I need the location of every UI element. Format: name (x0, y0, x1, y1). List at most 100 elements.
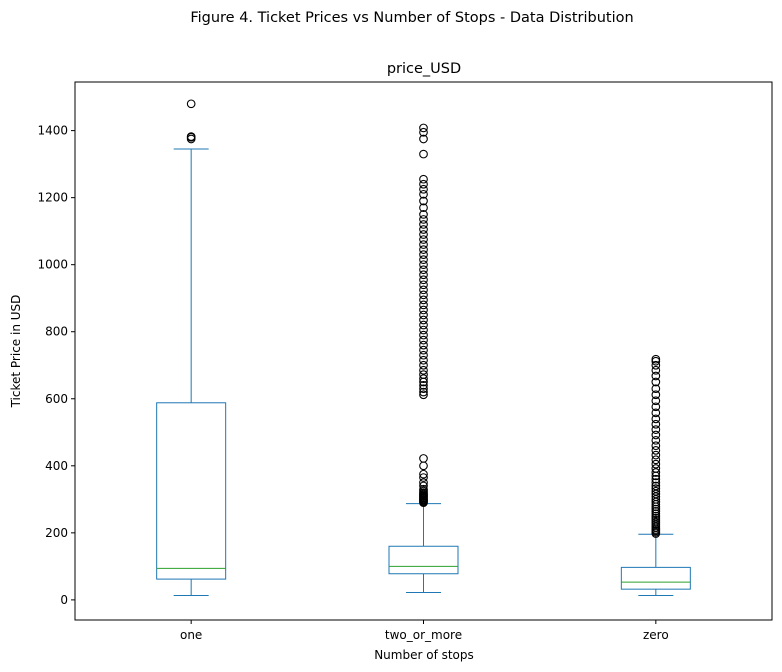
y-tick-label: 1000 (37, 258, 68, 272)
outlier-point (651, 384, 661, 394)
outlier-point (419, 196, 428, 206)
outlier-point (419, 255, 428, 265)
outlier-point (651, 474, 661, 484)
outlier-point (419, 285, 428, 295)
outlier-point (419, 275, 428, 285)
box-one (156, 99, 227, 597)
outlier-point (651, 408, 661, 418)
outlier-point (419, 469, 428, 479)
outlier-point (651, 464, 661, 473)
box-two_or_more (388, 123, 459, 594)
outlier-point (419, 484, 428, 494)
outlier-point (186, 99, 196, 109)
x-axis-label: Number of stops (374, 648, 474, 662)
outlier-point (651, 365, 661, 375)
outlier-point (419, 134, 428, 144)
outlier-point (651, 390, 661, 400)
outlier-point (419, 123, 428, 133)
outlier-point (419, 305, 428, 315)
outlier-point (419, 174, 428, 184)
outlier-point (651, 484, 661, 493)
outlier-point (419, 345, 428, 355)
outlier-point (651, 425, 661, 434)
outlier-point (651, 402, 661, 412)
outlier-point (419, 390, 428, 400)
outlier-point (419, 374, 428, 384)
y-tick-label: 200 (45, 526, 68, 540)
x-axis: one two_or_more zero (180, 620, 669, 642)
outlier-point (419, 478, 428, 487)
outlier-point (419, 210, 428, 219)
outlier-point (419, 310, 428, 320)
outlier-point (419, 250, 428, 259)
outlier-point (651, 414, 661, 424)
y-tick-label: 600 (45, 392, 68, 406)
outlier-point (419, 295, 428, 305)
outlier-point (651, 450, 661, 460)
outlier-point (651, 441, 661, 451)
outlier-point (419, 290, 428, 300)
iqr-box (156, 402, 227, 580)
outlier-point (419, 473, 428, 482)
y-axis-label: Ticket Price in USD (9, 295, 23, 409)
outlier-point (419, 270, 428, 280)
iqr-box (620, 566, 691, 590)
outlier-point (419, 325, 428, 335)
outlier-point (651, 507, 661, 516)
outlier-point (651, 504, 661, 514)
y-tick-label: 1400 (37, 124, 68, 138)
x-tick-label: one (180, 628, 202, 642)
outlier-point (419, 461, 428, 471)
y-tick-label: 0 (60, 593, 68, 607)
outlier-point (651, 377, 661, 387)
outlier-point (651, 511, 661, 521)
box-zero (620, 354, 691, 597)
outlier-point (419, 127, 428, 137)
outlier-point (419, 225, 428, 234)
outlier-point (419, 335, 428, 345)
outlier-point (419, 300, 428, 310)
outlier-point (651, 481, 661, 491)
outlier-point (419, 179, 428, 189)
outlier-point (186, 132, 196, 141)
outlier-point (419, 265, 428, 275)
outlier-point (419, 384, 428, 394)
outlier-point (419, 260, 428, 270)
y-tick-label: 800 (45, 325, 68, 339)
outlier-point (651, 486, 661, 496)
outlier-point (419, 387, 428, 397)
outlier-point (419, 230, 428, 239)
chart-title: price_USD (387, 61, 461, 77)
outlier-point (651, 360, 661, 370)
outlier-point (651, 478, 661, 487)
outlier-point (419, 340, 428, 350)
outlier-point (651, 509, 661, 519)
outlier-point (419, 240, 428, 249)
outlier-point (419, 320, 428, 330)
iqr-box (388, 545, 459, 575)
outlier-point (419, 184, 428, 194)
outlier-point (651, 435, 661, 445)
outlier-point (419, 355, 428, 365)
outlier-point (419, 370, 428, 379)
y-tick-label: 400 (45, 459, 68, 473)
outlier-point (419, 350, 428, 360)
y-tick-label: 1200 (37, 191, 68, 205)
outlier-point (419, 360, 428, 370)
outlier-point (419, 481, 428, 491)
outlier-point (419, 149, 428, 159)
outlier-point (651, 396, 661, 406)
outlier-point (419, 330, 428, 340)
outlier-point (419, 220, 428, 229)
outlier-point (419, 381, 428, 390)
outlier-point (651, 430, 661, 440)
outlier-point (651, 371, 661, 381)
outlier-point (651, 468, 661, 477)
x-tick-label: zero (643, 628, 669, 642)
outlier-point (419, 215, 428, 224)
outlier-point (419, 189, 428, 199)
outlier-point (419, 365, 428, 375)
outlier-point (419, 280, 428, 290)
y-axis: 0 200 400 600 800 1000 1200 1400 (37, 124, 75, 607)
